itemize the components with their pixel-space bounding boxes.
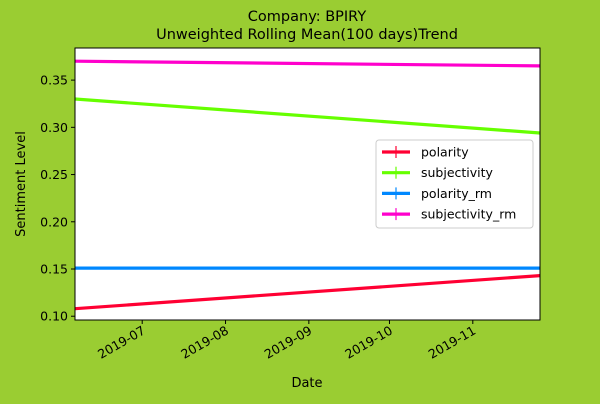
legend: polarity subjectivity polarity_rm subjectiv… xyxy=(375,139,534,229)
legend-label-subjectivity: subjectivity xyxy=(421,165,494,180)
y-axis-label: Sentiment Level xyxy=(14,131,29,237)
series-lines xyxy=(74,59,541,311)
x-tick-label: 2019-10 xyxy=(342,323,395,362)
series-line-subjectivity xyxy=(74,97,541,135)
y-tick-label: 0.15 xyxy=(40,262,68,277)
x-axis: 2019-07 2019-08 2019-09 2019-10 2019-11 xyxy=(95,320,478,362)
x-tick-label: 2019-08 xyxy=(178,323,231,362)
series-line-subjectivity-rm xyxy=(74,59,541,68)
chart-title-line2: Unweighted Rolling Mean(100 days)Trend xyxy=(156,27,458,43)
y-tick-label: 0.35 xyxy=(40,73,68,88)
legend-label-polarity: polarity xyxy=(421,145,469,160)
series-line-polarity xyxy=(74,274,541,311)
y-tick-label: 0.30 xyxy=(40,120,68,135)
y-tick-label: 0.10 xyxy=(40,309,68,324)
chart-title-line1: Company: BPIRY xyxy=(248,9,367,25)
y-tick-label: 0.20 xyxy=(40,214,68,229)
x-axis-label: Date xyxy=(291,376,322,391)
x-tick-label: 2019-09 xyxy=(262,323,315,362)
y-axis: 0.10 0.15 0.20 0.25 0.30 0.35 xyxy=(40,73,75,324)
legend-label-subjectivity-rm: subjectivity_rm xyxy=(421,207,516,222)
y-tick-label: 0.25 xyxy=(40,167,68,182)
legend-box xyxy=(375,139,534,229)
plot-frame xyxy=(74,47,541,321)
x-tick-label: 2019-07 xyxy=(95,323,148,362)
x-tick-label: 2019-11 xyxy=(426,323,479,362)
legend-label-polarity-rm: polarity_rm xyxy=(421,186,492,201)
